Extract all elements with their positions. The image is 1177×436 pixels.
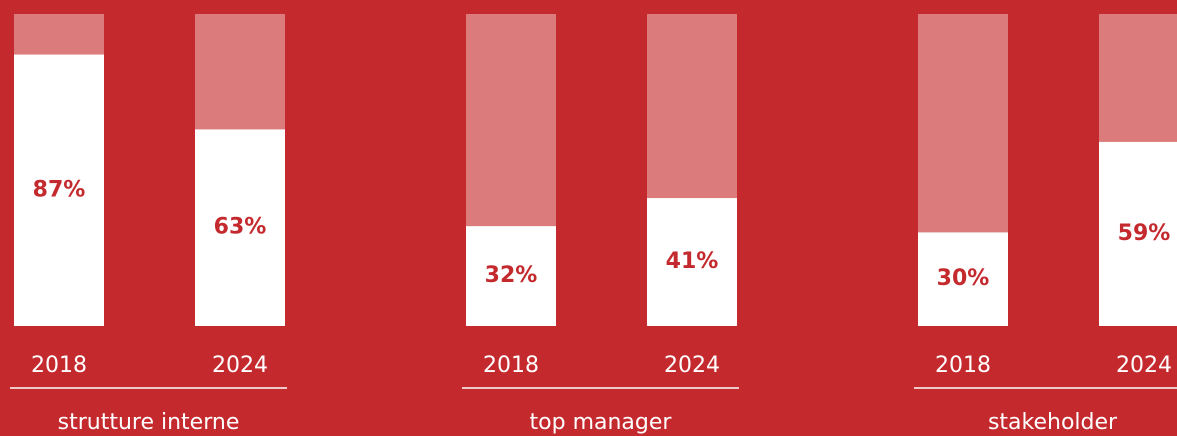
bar	[918, 232, 1008, 326]
value-label: 59%	[1118, 221, 1171, 246]
year-label: 2018	[483, 353, 539, 378]
bar	[647, 198, 737, 326]
year-label: 2018	[935, 353, 991, 378]
group-label: stakeholder	[988, 410, 1118, 435]
value-label: 87%	[33, 177, 86, 202]
year-label: 2024	[664, 353, 720, 378]
bar	[1099, 141, 1177, 326]
bar	[14, 54, 104, 327]
value-label: 41%	[666, 249, 719, 274]
value-label: 63%	[214, 215, 267, 240]
year-label: 2024	[212, 353, 268, 378]
group-label: top manager	[530, 410, 673, 435]
value-label: 30%	[937, 266, 990, 291]
group-label: strutture interne	[58, 410, 240, 435]
year-label: 2018	[31, 353, 87, 378]
year-label: 2024	[1116, 353, 1172, 378]
value-label: 32%	[485, 263, 538, 288]
bar	[195, 129, 285, 326]
bar	[466, 226, 556, 326]
